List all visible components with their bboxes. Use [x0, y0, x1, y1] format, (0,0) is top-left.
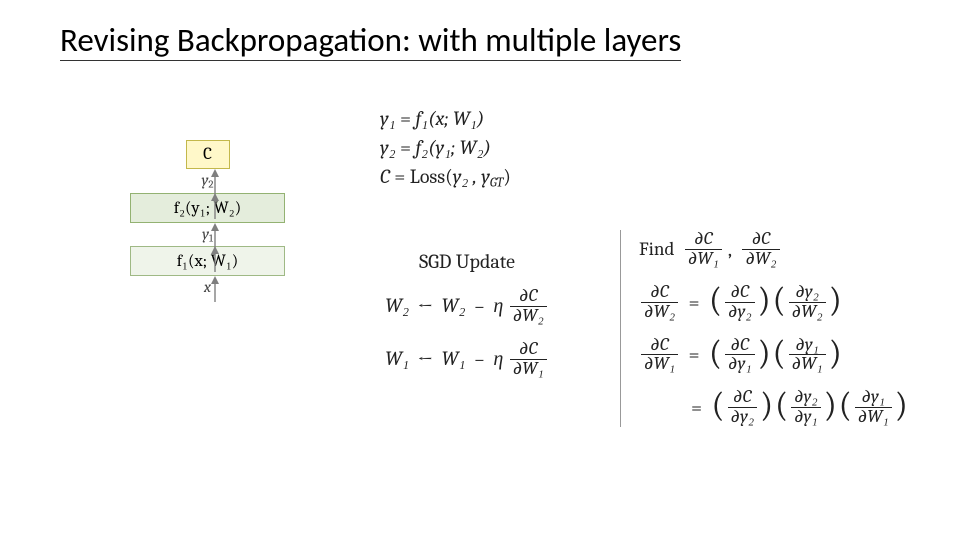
eq-y1: y₁ = f₁(x; W₁) — [380, 104, 511, 133]
loss-node: C — [186, 140, 230, 169]
dc-dw2-row: ∂C ∂W₂ = ( ∂C ∂y₂ )( ∂y₂ ∂W₂ ) — [639, 283, 909, 322]
chain-rule-block: Find ∂C ∂W₁ , ∂C ∂W₂ ∂C ∂W₂ = ( ∂C ∂y₂ )… — [620, 230, 909, 427]
slide-title: Revising Backpropagation: with multiple … — [60, 22, 681, 61]
sgd-title: SGD Update — [352, 250, 582, 273]
dc-dw1-row: ∂C ∂W₁ = ( ∂C ∂y₁ )( ∂y₁ ∂W₁ ) — [639, 336, 909, 375]
sgd-w1-update: W₁ ← W₁ − η ∂C ∂W₁ — [352, 340, 582, 379]
sgd-w2-update: W₂ ← W₂ − η ∂C ∂W₂ — [352, 287, 582, 326]
find-row: Find ∂C ∂W₁ , ∂C ∂W₂ — [639, 230, 909, 269]
eq-loss: C = Loss(y₂ , yGT) — [380, 162, 511, 193]
sgd-update-block: SGD Update W₂ ← W₂ − η ∂C ∂W₂ W₁ ← W₁ − … — [352, 250, 582, 379]
eq-y2: y₂ = f₂(y₁; W₂) — [380, 133, 511, 162]
forward-equations: y₁ = f₁(x; W₁) y₂ = f₂(y₁; W₂) C = Loss(… — [380, 104, 511, 193]
flow-diagram: C y2 f₂(y₁; W₂) y1 f₁(x; W₁) x — [130, 140, 285, 298]
dc-dw1-expanded-row: = ( ∂C ∂y₂ )( ∂y₂ ∂y₁ )( ∂y₁ ∂W₁ ) — [687, 388, 909, 427]
